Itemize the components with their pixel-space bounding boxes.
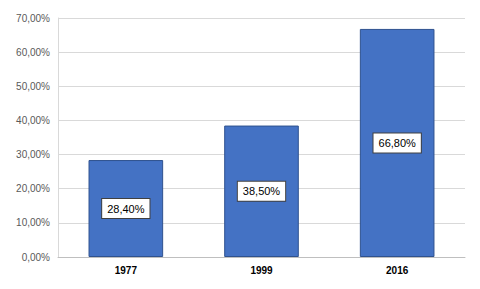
svg-text:1977: 1977 [115,265,138,276]
svg-text:2016: 2016 [386,265,409,276]
svg-text:20,00%: 20,00% [16,183,50,194]
svg-text:38,50%: 38,50% [243,185,281,197]
svg-text:10,00%: 10,00% [16,217,50,228]
svg-text:30,00%: 30,00% [16,149,50,160]
svg-text:0,00%: 0,00% [22,252,50,263]
svg-text:1999: 1999 [250,265,273,276]
svg-text:66,80%: 66,80% [379,137,417,149]
svg-text:70,00%: 70,00% [16,13,50,24]
svg-text:60,00%: 60,00% [16,47,50,58]
svg-text:50,00%: 50,00% [16,81,50,92]
svg-text:40,00%: 40,00% [16,115,50,126]
svg-text:28,40%: 28,40% [107,203,145,215]
